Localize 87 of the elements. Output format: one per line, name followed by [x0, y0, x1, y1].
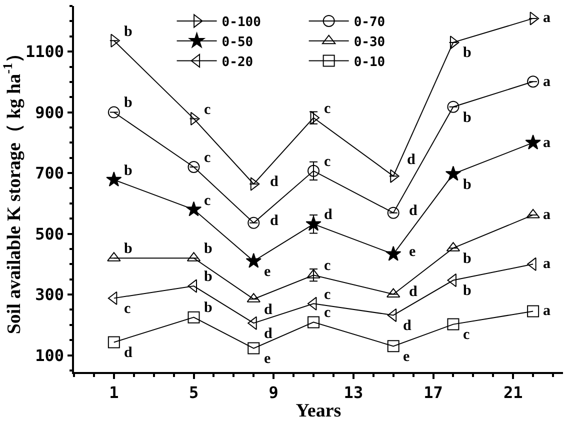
- annotation: d: [407, 152, 416, 168]
- point: [108, 106, 120, 118]
- annotation: d: [270, 213, 279, 229]
- annotation: c: [204, 193, 211, 209]
- annotation: c: [324, 258, 331, 274]
- point: [530, 12, 540, 26]
- annotation: c: [324, 101, 331, 117]
- point: [447, 318, 460, 330]
- annotation: e: [264, 264, 271, 280]
- point: [186, 201, 202, 216]
- annotation: b: [124, 163, 132, 179]
- annotation: b: [463, 251, 472, 267]
- annotation: c: [204, 102, 211, 118]
- point: [525, 134, 541, 150]
- point: [387, 206, 400, 219]
- annotation: c: [463, 327, 470, 343]
- point: [306, 216, 322, 231]
- annotation: d: [403, 318, 412, 334]
- y-tick-label: 500: [35, 224, 64, 244]
- x-tick-label: 9: [268, 382, 278, 402]
- point: [447, 100, 460, 113]
- point: [386, 246, 402, 261]
- annotation: d: [409, 203, 418, 219]
- y-tick-label: 1100: [26, 42, 64, 62]
- annotation: c: [204, 150, 211, 166]
- annotation: c: [324, 287, 331, 303]
- annotation: d: [324, 207, 333, 223]
- annotation: e: [409, 244, 416, 260]
- point: [106, 172, 122, 186]
- point: [526, 208, 540, 218]
- annotation: b: [204, 300, 212, 316]
- annotation: b: [463, 45, 472, 61]
- y-tick-label: 100: [35, 346, 64, 365]
- legend-label: 0-10: [354, 54, 386, 70]
- x-axis-title: Years: [296, 400, 342, 422]
- x-tick-label: 17: [424, 382, 443, 402]
- annotation: d: [124, 345, 133, 361]
- point: [308, 164, 320, 177]
- point: [445, 166, 462, 181]
- legend-label: 0-100: [222, 15, 262, 30]
- annotation: a: [543, 207, 551, 223]
- x-tick-label: 21: [503, 382, 523, 402]
- point: [246, 252, 262, 268]
- y-tick-label: 700: [35, 164, 64, 183]
- annotation: a: [543, 74, 551, 90]
- annotation: b: [124, 241, 132, 257]
- annotation: d: [264, 302, 273, 318]
- y-tick-label: 900: [35, 102, 64, 122]
- point: [250, 177, 260, 191]
- point: [248, 216, 260, 229]
- annotation: c: [124, 301, 131, 317]
- annotation: d: [270, 174, 279, 190]
- annotation: c: [324, 305, 331, 321]
- annotation: a: [543, 135, 551, 151]
- x-tick-label: 5: [188, 382, 199, 402]
- legend-label: 0-50: [222, 34, 254, 50]
- legend-label: 0-70: [354, 15, 386, 30]
- point: [108, 336, 120, 348]
- point: [450, 36, 460, 50]
- point: [248, 342, 260, 354]
- legend-label: 0-30: [354, 34, 386, 50]
- annotation: b: [124, 24, 132, 40]
- annotation: e: [403, 349, 410, 365]
- annotation: b: [124, 95, 132, 111]
- annotation: b: [204, 241, 212, 257]
- annotation: a: [543, 10, 551, 26]
- point: [527, 305, 540, 318]
- annotation: c: [324, 154, 331, 170]
- legend-label: 0-20: [222, 54, 254, 70]
- point: [188, 160, 200, 173]
- y-tick-label: 300: [35, 285, 64, 304]
- point: [527, 76, 540, 88]
- point: [188, 279, 198, 293]
- point: [387, 340, 400, 352]
- annotation: b: [204, 269, 212, 285]
- annotation: e: [264, 351, 271, 367]
- x-tick-label: 13: [344, 382, 364, 402]
- annotation: d: [264, 326, 273, 342]
- annotation: a: [543, 303, 551, 319]
- annotation: b: [463, 177, 472, 193]
- point: [188, 311, 200, 324]
- annotation: b: [463, 283, 472, 299]
- annotation: a: [543, 256, 551, 272]
- annotation: d: [409, 284, 418, 300]
- x-tick-label: 1: [109, 382, 119, 402]
- point: [308, 316, 320, 328]
- annotation: b: [463, 110, 472, 126]
